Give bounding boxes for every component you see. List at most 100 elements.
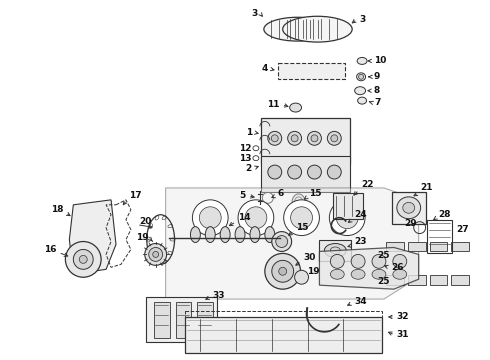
Ellipse shape — [245, 207, 267, 229]
Ellipse shape — [264, 17, 331, 41]
Text: 1: 1 — [245, 128, 252, 137]
Ellipse shape — [308, 131, 321, 145]
Ellipse shape — [284, 200, 319, 235]
Text: 27: 27 — [456, 225, 469, 234]
Ellipse shape — [265, 253, 300, 289]
Ellipse shape — [235, 227, 245, 243]
Ellipse shape — [288, 131, 301, 145]
Bar — [278, 63, 345, 79]
Text: 29: 29 — [404, 219, 416, 228]
Text: 4: 4 — [262, 64, 268, 73]
Text: 32: 32 — [397, 312, 409, 321]
Ellipse shape — [268, 131, 282, 145]
Text: 24: 24 — [354, 210, 367, 219]
Text: 33: 33 — [212, 291, 225, 300]
Text: 22: 22 — [361, 180, 373, 189]
Ellipse shape — [327, 131, 341, 145]
Bar — [386, 275, 404, 285]
Text: 31: 31 — [397, 330, 409, 339]
Text: 15: 15 — [310, 189, 322, 198]
Ellipse shape — [65, 242, 101, 277]
Polygon shape — [70, 200, 116, 274]
Ellipse shape — [290, 103, 301, 112]
Ellipse shape — [220, 227, 230, 243]
Bar — [333, 193, 363, 219]
Text: 25: 25 — [377, 251, 390, 260]
Ellipse shape — [272, 260, 294, 282]
Ellipse shape — [331, 135, 338, 142]
Ellipse shape — [279, 267, 287, 275]
Bar — [408, 275, 426, 285]
Bar — [261, 118, 350, 164]
Bar — [185, 311, 382, 319]
Bar — [197, 302, 213, 338]
Ellipse shape — [324, 243, 346, 257]
Text: 30: 30 — [303, 253, 316, 262]
Text: 16: 16 — [44, 245, 56, 254]
Ellipse shape — [149, 247, 163, 261]
Text: 28: 28 — [439, 210, 451, 219]
Ellipse shape — [292, 194, 305, 210]
Ellipse shape — [271, 135, 278, 142]
Text: 3: 3 — [359, 15, 366, 24]
Text: 7: 7 — [374, 98, 380, 107]
Bar — [261, 156, 350, 192]
Text: 3: 3 — [252, 9, 258, 18]
Ellipse shape — [250, 227, 260, 243]
Ellipse shape — [403, 202, 415, 213]
Ellipse shape — [397, 197, 420, 219]
Polygon shape — [166, 188, 418, 299]
Ellipse shape — [283, 16, 352, 42]
Ellipse shape — [357, 58, 367, 64]
Ellipse shape — [393, 255, 407, 268]
Bar — [451, 275, 469, 285]
Ellipse shape — [199, 207, 221, 229]
Text: 23: 23 — [354, 237, 367, 246]
Ellipse shape — [268, 165, 282, 179]
Ellipse shape — [79, 255, 87, 264]
Ellipse shape — [191, 227, 200, 243]
Bar — [392, 192, 426, 224]
Ellipse shape — [205, 227, 215, 243]
Bar — [175, 302, 192, 338]
Ellipse shape — [351, 269, 365, 279]
Ellipse shape — [311, 135, 318, 142]
Ellipse shape — [288, 165, 301, 179]
Text: 13: 13 — [240, 154, 252, 163]
Text: 19: 19 — [308, 267, 320, 276]
Ellipse shape — [355, 87, 366, 95]
Ellipse shape — [265, 227, 275, 243]
Ellipse shape — [291, 135, 298, 142]
Bar — [430, 275, 447, 285]
Text: 11: 11 — [267, 100, 280, 109]
Bar — [146, 297, 217, 342]
Text: 10: 10 — [374, 57, 387, 66]
Text: 20: 20 — [139, 217, 151, 226]
Text: 19: 19 — [136, 233, 149, 242]
Ellipse shape — [74, 249, 93, 269]
Ellipse shape — [238, 200, 274, 235]
Ellipse shape — [393, 269, 407, 279]
Ellipse shape — [336, 207, 358, 229]
Ellipse shape — [291, 207, 313, 229]
Polygon shape — [319, 247, 418, 289]
Ellipse shape — [329, 200, 365, 235]
Text: 2: 2 — [245, 163, 252, 172]
Text: 5: 5 — [240, 192, 246, 201]
Ellipse shape — [351, 255, 365, 268]
Ellipse shape — [153, 251, 159, 257]
Ellipse shape — [330, 269, 344, 279]
Bar — [408, 242, 426, 251]
Ellipse shape — [294, 270, 309, 284]
Ellipse shape — [357, 73, 366, 81]
Text: 14: 14 — [238, 213, 251, 222]
Ellipse shape — [358, 97, 367, 104]
Text: 18: 18 — [51, 205, 63, 214]
Bar — [451, 242, 469, 251]
Text: 15: 15 — [295, 223, 308, 232]
Ellipse shape — [372, 269, 386, 279]
Bar — [154, 302, 170, 338]
Ellipse shape — [308, 165, 321, 179]
Ellipse shape — [276, 235, 288, 247]
Text: 12: 12 — [240, 144, 252, 153]
